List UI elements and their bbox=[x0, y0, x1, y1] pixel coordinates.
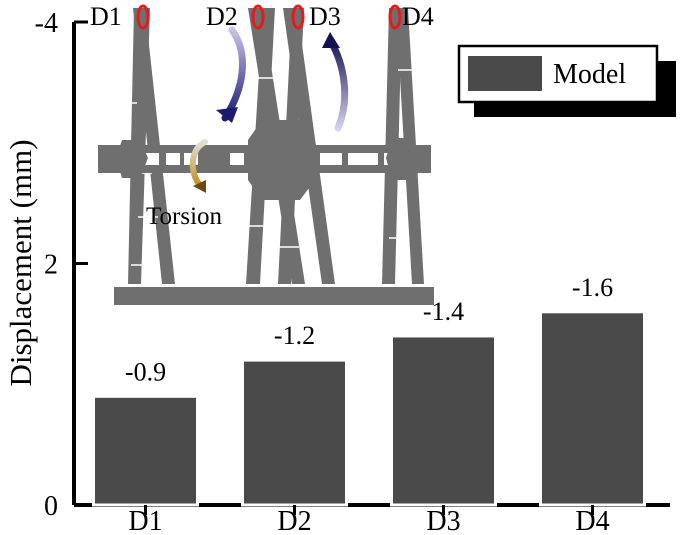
base-plate bbox=[114, 287, 434, 305]
rotation-arrow-left-head bbox=[216, 107, 238, 123]
crossbar-window bbox=[348, 153, 378, 165]
y-tick-label: -4 bbox=[35, 8, 58, 39]
left-node bbox=[116, 140, 148, 178]
crossbar-window bbox=[320, 153, 342, 165]
bar-d3 bbox=[390, 334, 497, 507]
rotation-arrow-right bbox=[326, 36, 349, 132]
right-node bbox=[386, 138, 416, 180]
rotation-arrows bbox=[189, 26, 349, 193]
central-node bbox=[248, 120, 315, 200]
marker-ring bbox=[291, 4, 305, 30]
crossbar-window bbox=[166, 153, 180, 165]
torsion-arrow-head bbox=[193, 180, 206, 193]
marker-ring bbox=[388, 4, 402, 30]
x-tick-label: D3 bbox=[426, 506, 460, 535]
crossbar-window bbox=[145, 153, 159, 165]
legend-swatch bbox=[468, 56, 542, 91]
x-tick-label: D4 bbox=[575, 506, 609, 535]
marker-ring bbox=[251, 4, 265, 30]
bar-d2 bbox=[241, 358, 348, 507]
bar-d4 bbox=[539, 310, 646, 507]
data-label: -1.6 bbox=[572, 273, 613, 302]
data-label: -1.2 bbox=[274, 321, 315, 350]
legend: Model bbox=[457, 44, 676, 117]
structure-inset: D1 D2 D3 D4 Torsion bbox=[90, 2, 434, 305]
x-tick-label: D1 bbox=[128, 506, 162, 535]
marker-ring bbox=[136, 4, 150, 30]
label-d3: D3 bbox=[309, 2, 341, 31]
inset-labels: D1 D2 D3 D4 Torsion bbox=[90, 2, 434, 230]
legend-label: Model bbox=[553, 59, 626, 90]
rotation-arrow-left bbox=[221, 26, 246, 122]
displacement-markers bbox=[136, 4, 402, 30]
label-torsion: Torsion bbox=[146, 203, 223, 230]
crossbar-window bbox=[230, 153, 244, 165]
x-tick-label: D2 bbox=[277, 506, 311, 535]
rotation-arrow-right-head bbox=[322, 32, 340, 48]
structure-crossbar bbox=[98, 120, 431, 200]
label-d4: D4 bbox=[402, 2, 434, 31]
y-tick-label: 0 bbox=[44, 491, 58, 522]
bar-d1 bbox=[92, 394, 199, 507]
label-d2: D2 bbox=[206, 2, 238, 31]
y-tick-label: 2 bbox=[44, 250, 58, 281]
label-d1: D1 bbox=[90, 2, 122, 31]
data-label: -0.9 bbox=[125, 357, 166, 386]
y-axis-title: Displacement (mm) bbox=[3, 139, 38, 386]
